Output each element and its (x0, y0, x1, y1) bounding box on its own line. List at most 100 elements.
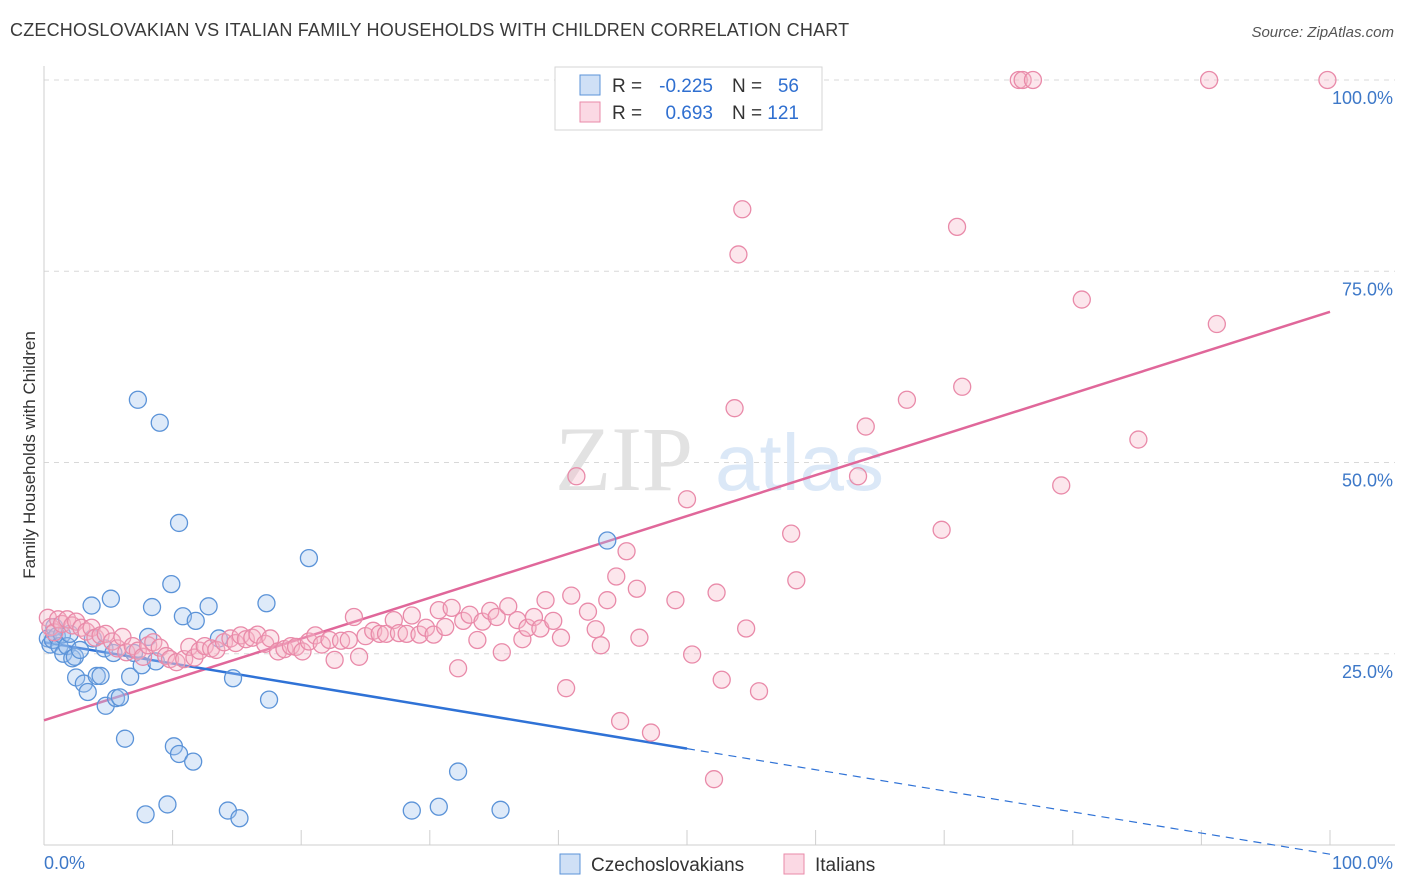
grid-lines (44, 79, 1395, 655)
italian-point (306, 626, 325, 645)
italian-point (339, 630, 358, 650)
italian-point (513, 630, 532, 649)
italian-point (617, 542, 636, 561)
czechoslovakian-point (91, 666, 110, 686)
legend-swatch-pink (579, 101, 601, 123)
czechoslovakian-point (121, 667, 140, 686)
czechoslovakian-point (223, 669, 243, 688)
czechoslovakian-point (299, 548, 319, 568)
italian-point (499, 597, 518, 616)
legend-n-label: N = (732, 76, 762, 97)
czechoslovakian-point (199, 597, 218, 616)
czechoslovakian-point (230, 809, 249, 828)
italian-point (442, 598, 461, 617)
stats-legend-row-blue: R = -0.225 N = 56 (579, 74, 799, 97)
x-tick-label-min: 0.0% (44, 853, 85, 873)
italian-point (1207, 314, 1226, 334)
y-tick-label: 100.0% (1332, 88, 1393, 108)
czechoslovakian-point (110, 688, 130, 707)
italian-point (536, 591, 555, 610)
italian-point (370, 624, 389, 644)
czechoslovakian-point (70, 640, 90, 660)
italian-point (932, 520, 951, 539)
italian-point (1009, 70, 1028, 90)
italian-point (607, 567, 626, 586)
italian-point (344, 607, 364, 627)
italian-point (947, 217, 967, 237)
czechoslovakian-point (598, 531, 617, 550)
y-tick-label: 25.0% (1342, 662, 1393, 682)
series-legend-label-blue: Czechoslovakians (591, 855, 744, 876)
italian-point (737, 619, 756, 638)
czechoslovakian-point (115, 729, 135, 748)
italian-point (578, 602, 598, 621)
italian-point (113, 627, 132, 647)
czechoslovakian-point (87, 666, 106, 686)
czechoslovakian-point (429, 797, 448, 816)
italian-point (897, 390, 917, 409)
legend-r-label: R = (612, 76, 642, 97)
italian-point (725, 399, 744, 418)
legend-n-label: N = (732, 103, 762, 124)
italian-point (389, 623, 409, 643)
italian-point (848, 467, 868, 486)
italian-point (1129, 430, 1148, 449)
italian-point (630, 628, 649, 647)
italian-point (518, 618, 537, 637)
italian-point (133, 647, 153, 666)
czechoslovakian-point (128, 390, 148, 409)
stats-legend-row-pink: R = 0.693 N = 121 (579, 101, 799, 124)
italian-point (1013, 70, 1032, 90)
italian-point (108, 639, 127, 658)
italian-point (666, 591, 685, 610)
italian-point (856, 417, 875, 436)
x-tick-label-max: 100.0% (1332, 853, 1393, 873)
czechoslovakian-point (101, 589, 121, 608)
italian-point (591, 636, 610, 655)
czechoslovakian-point (82, 596, 101, 615)
italian-point (468, 630, 487, 650)
czechoslovakian-point (96, 696, 115, 715)
italian-trend-line (43, 310, 1331, 722)
italian-point (682, 645, 702, 664)
italian-point (641, 723, 661, 742)
italian-point (610, 711, 630, 731)
czechoslovakian-point (257, 594, 276, 613)
italian-point (677, 490, 697, 509)
italian-point (733, 200, 752, 219)
italian-points (38, 70, 1337, 789)
czechoslovakian-point (78, 682, 97, 702)
italian-point (492, 643, 511, 662)
czechoslovakian-point (184, 752, 203, 771)
italian-point (749, 682, 769, 701)
czechoslovakian-point (186, 611, 205, 631)
italian-point (436, 617, 455, 637)
trend-lines (43, 310, 1331, 855)
czechoslovakian-point (402, 801, 421, 820)
italian-point (331, 631, 351, 650)
y-tick-labels: 25.0% 50.0% 75.0% 100.0% (1332, 88, 1393, 682)
italian-point (556, 679, 576, 698)
czechoslovakian-point (142, 597, 162, 617)
series-legend-swatch-blue (559, 853, 581, 875)
czechoslovakian-point (162, 574, 181, 594)
czechoslovakian-point (169, 744, 189, 764)
italian-point (567, 467, 586, 486)
italian-point (782, 524, 801, 543)
czechoslovakian-point (150, 413, 169, 432)
italian-point (281, 636, 301, 656)
series-legend-swatch-pink (783, 853, 805, 875)
series-legend-label-pink: Italians (815, 855, 875, 876)
y-tick-label: 50.0% (1342, 471, 1393, 491)
italian-point (207, 640, 226, 660)
italian-point (1072, 290, 1091, 309)
legend-r-value: 0.693 (665, 103, 713, 124)
czechoslovakian-point (136, 805, 155, 824)
legend-n-value: 121 (767, 103, 799, 124)
czechoslovakian-trend-extension (686, 748, 1331, 855)
series-legend: Czechoslovakians Italians (559, 853, 875, 876)
italian-point (1199, 70, 1219, 90)
italian-point (349, 647, 369, 666)
italian-point (562, 586, 581, 605)
